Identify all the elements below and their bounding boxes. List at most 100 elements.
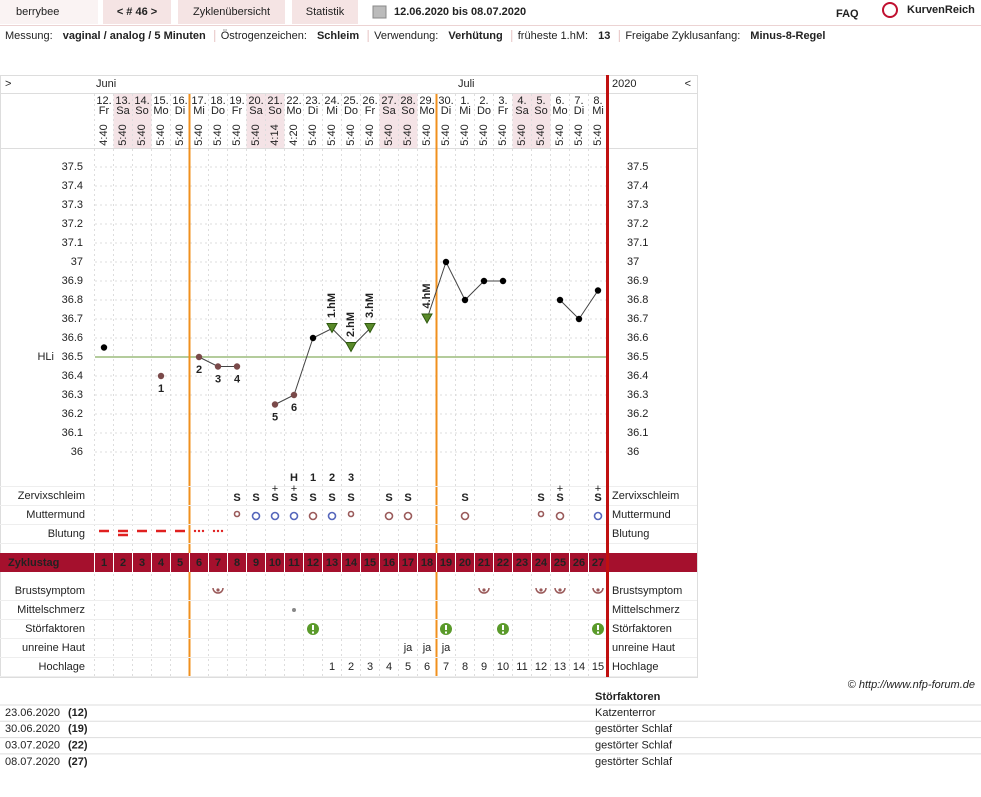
mucus-symbol: S <box>309 492 316 504</box>
y-tick-label-right: 36.1 <box>627 427 648 439</box>
high-phase-day: 15 <box>592 661 604 673</box>
table-day: (22) <box>68 740 88 752</box>
table-date: 30.06.2020 <box>5 723 60 735</box>
skin-mark: ja <box>403 642 413 654</box>
tab-label: Zyklenübersicht <box>193 6 270 18</box>
temperature-point <box>461 296 469 304</box>
breast-icon <box>592 587 604 594</box>
date-label: 18. <box>210 95 225 107</box>
hm-label: 2.hM <box>345 312 357 337</box>
disturbance-icon-dot <box>312 631 314 634</box>
weekday-label: Fr <box>232 105 243 117</box>
weekday-label: Di <box>308 105 318 117</box>
weekday-label: So <box>401 105 414 117</box>
tab[interactable] <box>292 0 358 24</box>
cycle-day: 10 <box>269 557 281 569</box>
spotting-icon <box>220 529 224 533</box>
table-day: (19) <box>68 723 88 735</box>
cycle-day: 8 <box>234 557 240 569</box>
weekday-label: Mo <box>552 105 567 117</box>
time-label: 4:20 <box>288 124 300 145</box>
date-label: 2. <box>479 95 488 107</box>
y-tick-label-right: 37.4 <box>627 180 648 192</box>
breast-icon-dot <box>482 588 486 592</box>
tab[interactable] <box>178 0 285 24</box>
y-tick-label: 36.1 <box>62 427 83 439</box>
table-text: gestörter Schlaf <box>595 756 673 768</box>
temperature-point <box>271 401 279 408</box>
date-label: 19. <box>229 95 244 107</box>
high-phase-day: 4 <box>386 661 392 673</box>
setting-label: früheste 1.hM: <box>518 30 588 42</box>
print-icon[interactable] <box>372 5 387 19</box>
cycle-day: 26 <box>573 557 585 569</box>
y-tick-label: 37.4 <box>62 180 83 192</box>
temperature-point <box>556 296 564 304</box>
temperature-point <box>594 287 602 294</box>
weekday-label: Mi <box>326 105 338 117</box>
date-label: 14. <box>134 95 149 107</box>
weekday-label: So <box>534 105 547 117</box>
cervix-icon <box>327 511 337 521</box>
brand-icon <box>882 2 898 18</box>
peak-label: H <box>290 472 298 484</box>
cervix-icon <box>270 511 280 521</box>
row-label: Mittelschmerz <box>17 604 85 616</box>
setting-label: Messung: <box>5 30 53 42</box>
month-label: Juli <box>458 78 475 90</box>
high-phase-day: 11 <box>516 661 527 673</box>
row-label-right: Mittelschmerz <box>612 604 680 616</box>
cervix-icon <box>593 511 603 521</box>
cycle-nav: < # 46 > <box>117 6 157 18</box>
hm-marker <box>364 323 376 334</box>
breast-icon <box>478 587 490 594</box>
y-tick-label: 37.5 <box>62 161 83 173</box>
setting-value: Verhütung <box>448 30 502 42</box>
peak-label: 3 <box>348 472 354 484</box>
temperature-point <box>214 363 222 370</box>
weekday-label: Di <box>574 105 584 117</box>
date-label: 29. <box>419 95 434 107</box>
cycle-day: 20 <box>459 557 471 569</box>
y-tick-label: 36.2 <box>62 408 83 420</box>
cycle-day: 22 <box>497 557 509 569</box>
cycle-day: 3 <box>139 557 145 569</box>
weekday-label: Mi <box>193 105 205 117</box>
weekend-cell <box>265 94 285 148</box>
date-label: 1. <box>460 95 469 107</box>
weekday-label: Sa <box>515 105 529 117</box>
mucus-plus: + <box>595 483 601 495</box>
row-label-right: Muttermund <box>612 509 671 521</box>
period: 12.06.2020 bis 08.07.2020 <box>394 6 526 18</box>
time-label: 5:40 <box>459 124 471 145</box>
time-label: 5:40 <box>155 124 167 145</box>
date-label: 24. <box>324 95 339 107</box>
setting-value: vaginal / analog / 5 Minuten <box>63 30 206 42</box>
mucus-plus: + <box>272 483 278 495</box>
table-day: (12) <box>68 707 88 719</box>
table-date: 23.06.2020 <box>5 707 60 719</box>
high-phase-day: 10 <box>497 661 509 673</box>
point-label: 2 <box>196 364 202 376</box>
cover-line-label: HLi <box>37 351 54 363</box>
time-label: 5:40 <box>440 124 452 145</box>
skin-mark: ja <box>422 642 432 654</box>
hm-marker <box>326 323 338 334</box>
pain-icon <box>292 608 296 612</box>
row-label: Brustsymptom <box>15 585 85 597</box>
y-tick-label-right: 36.7 <box>627 313 648 325</box>
time-label: 5:40 <box>535 124 547 145</box>
cycle-nav-box[interactable] <box>103 0 171 24</box>
hm-label: 4.hM <box>421 283 433 308</box>
cervix-icon <box>251 511 261 521</box>
time-label: 5:40 <box>516 124 528 145</box>
cycle-day: 1 <box>101 557 107 569</box>
temperature-point <box>290 391 298 399</box>
row-label: Blutung <box>48 528 85 540</box>
cervix-icon <box>347 510 355 518</box>
cycle-day: 17 <box>402 557 414 569</box>
mucus-symbol: S <box>461 492 468 504</box>
breast-icon <box>535 587 547 594</box>
breast-icon-dot <box>596 588 600 592</box>
point-label: 5 <box>272 411 278 423</box>
